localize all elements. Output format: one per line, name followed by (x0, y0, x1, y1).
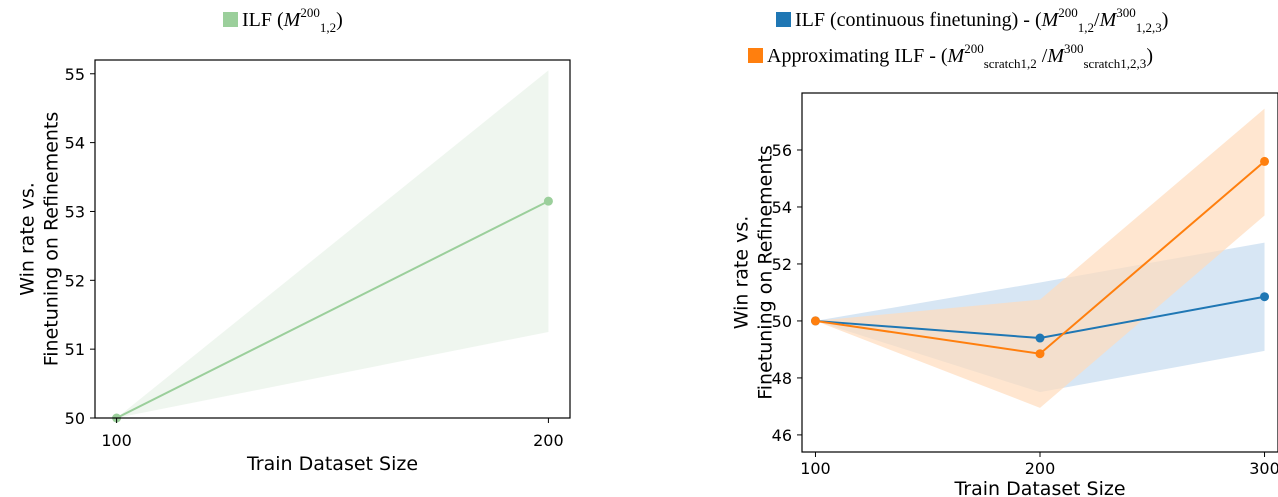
x-axis-label: Train Dataset Size (953, 478, 1125, 497)
legend-label-0: ILF (M2001,2) (242, 5, 343, 35)
data-point-1-1 (1035, 349, 1045, 359)
legend-math-sup: 200 (300, 5, 320, 20)
legend-math-sup: 200 (1058, 5, 1078, 20)
legend-math-base-2: M (1099, 9, 1118, 31)
y-tick-label: 46 (772, 426, 792, 445)
legend-text: ILF (continuous finetuning) - ( (795, 9, 1042, 31)
y-tick-label: 55 (65, 65, 85, 84)
y-tick-label: 50 (65, 409, 85, 428)
y-axis-label: Finetuning on Refinements (755, 145, 777, 400)
legend-math-base: M (1041, 9, 1060, 31)
y-tick-label: 56 (772, 141, 792, 160)
legend-math-sup-2: 300 (1116, 5, 1136, 20)
chart-left: 100 200 50 51 52 53 54 55 Train Dataset Size Win … (17, 5, 571, 475)
legend-math-sub-2: 1,2,3 (1136, 20, 1162, 35)
chart-right: 100 200 300 46 48 50 52 54 56 Train Dataset Size W… (731, 5, 1278, 497)
legend-math-sub: 1,2 (1078, 20, 1094, 35)
x-axis-label: Train Dataset Size (246, 453, 418, 475)
legend-text: Approximating ILF - ( (767, 45, 948, 67)
legend-swatch-1 (748, 48, 763, 63)
legend-math-sub: scratch1,2 (984, 56, 1037, 71)
x-tick-label: 200 (1025, 459, 1056, 478)
legend-math-base: M (947, 45, 966, 67)
legend-text-mid: / (1037, 45, 1048, 67)
legend-text: ILF ( (242, 9, 284, 31)
y-axis-label: Win rate vs. (731, 216, 753, 330)
legend-text-suffix: ) (1146, 45, 1153, 67)
legend-swatch-0 (223, 12, 238, 27)
y-tick-label: 52 (772, 255, 792, 274)
legend-math-base-2: M (1046, 45, 1065, 67)
plot-frame (94, 59, 571, 419)
y-tick-label: 50 (772, 312, 792, 331)
data-point-0-2 (1260, 292, 1270, 302)
y-tick-label: 54 (772, 198, 792, 217)
data-point-0-1 (543, 196, 553, 206)
y-tick-label: 52 (65, 271, 85, 290)
legend-text-suffix: ) (1162, 9, 1169, 31)
data-point-0-1 (1035, 333, 1045, 343)
y-axis-label: Finetuning on Refinements (41, 112, 63, 367)
legend-math-sub-2: scratch1,2,3 (1084, 56, 1147, 71)
legend-text-suffix: ) (336, 9, 343, 31)
y-tick-label: 53 (65, 202, 85, 221)
legend-math-sup-2: 300 (1064, 41, 1084, 56)
y-tick-label: 51 (65, 340, 85, 359)
x-tick-label: 100 (800, 459, 831, 478)
legend-label-1: Approximating ILF - (M200scratch1,2 /M30… (767, 41, 1153, 71)
confidence-band-0 (116, 70, 549, 419)
x-tick-label: 100 (101, 431, 132, 450)
data-point-1-2 (1260, 156, 1270, 166)
y-axis-label: Win rate vs. (17, 182, 39, 296)
legend-label-0: ILF (continuous finetuning) - (M2001,2/M… (795, 5, 1168, 35)
x-tick-label: 300 (1249, 459, 1278, 478)
legend-math-base: M (283, 9, 302, 31)
legend-math-sub: 1,2 (320, 20, 336, 35)
series-line-0 (116, 200, 549, 419)
x-tick-label: 200 (533, 431, 564, 450)
y-tick-label: 48 (772, 369, 792, 388)
y-tick-label: 54 (65, 134, 85, 153)
legend-text-mid: / (1094, 9, 1100, 31)
legend-math-sup: 200 (964, 41, 984, 56)
confidence-band-1 (815, 108, 1265, 408)
legend-swatch-0 (776, 12, 791, 27)
data-point-1-0 (810, 316, 820, 326)
